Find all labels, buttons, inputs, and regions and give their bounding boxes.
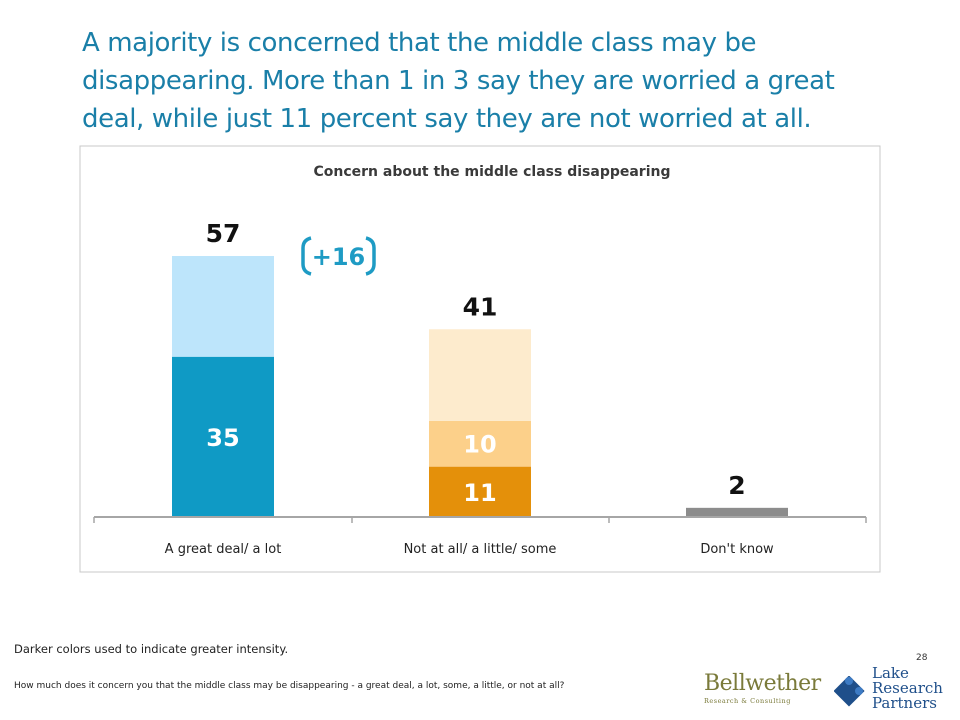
bar-group: 2 (686, 471, 788, 517)
category-label: A great deal/ a lot (165, 542, 282, 557)
bar-group: 35 57 (172, 219, 274, 517)
footnote: Darker colors used to indicate greater i… (14, 642, 289, 656)
category-label: Don't know (700, 542, 774, 557)
bar-segment (172, 256, 274, 357)
bellwether-logo: Bellwether Research & Consulting (704, 671, 821, 716)
gap-annotation: +16 (301, 236, 376, 276)
right-bracket (365, 236, 376, 276)
bar-total-label: 57 (206, 219, 241, 248)
segment-value-label: 35 (206, 424, 239, 452)
slide-number: 28 (916, 653, 928, 663)
bellwether-logo-name: Bellwether (704, 671, 821, 696)
puzzle-icon (834, 676, 865, 707)
segment-value-label: 11 (463, 479, 496, 507)
x-axis-ticks (93, 517, 867, 523)
category-labels: A great deal/ a lot Not at all/ a little/… (165, 542, 774, 557)
bellwether-logo-sub: Research & Consulting (704, 697, 791, 705)
bar-segment (686, 507, 788, 517)
lrp-logo-line2: Research (872, 679, 943, 697)
bar-total-label: 2 (728, 471, 745, 500)
category-label: Not at all/ a little/ some (404, 542, 557, 557)
bar-total-label: 41 (463, 292, 498, 321)
survey-question: How much does it concern you that the mi… (14, 681, 565, 691)
headline: A majority is concerned that the middle … (82, 28, 835, 134)
lake-research-partners-logo: Lake Research Partners (834, 664, 954, 718)
bars-layer: 35 57 11 10 41 2 (172, 219, 788, 517)
bar-group: 11 10 41 (429, 292, 531, 517)
left-bracket (301, 236, 312, 276)
segment-value-label: 10 (463, 431, 496, 459)
lrp-logo-line1: Lake (872, 664, 909, 682)
bar-segment (429, 329, 531, 421)
bar-segment (429, 466, 531, 517)
bar-segment (429, 420, 531, 467)
bar-segment (172, 356, 274, 517)
chart-title: Concern about the middle class disappear… (313, 164, 670, 180)
gap-annotation-label: +16 (312, 243, 366, 271)
lrp-logo-line3: Partners (872, 694, 937, 712)
